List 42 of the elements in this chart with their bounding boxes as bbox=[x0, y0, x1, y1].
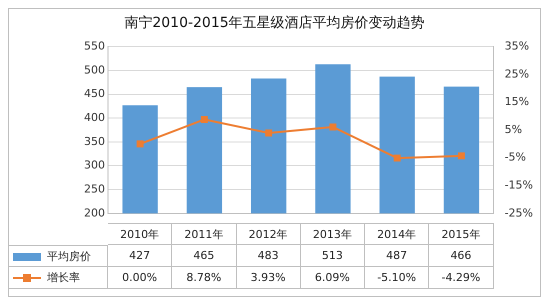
y-tick-label: 350 bbox=[84, 134, 105, 148]
y2-tick-label: 35% bbox=[504, 39, 530, 52]
y2-tick-label: -15% bbox=[504, 178, 534, 192]
data-label: 8.78% bbox=[172, 267, 236, 289]
y-tick-label: 550 bbox=[84, 39, 105, 52]
x-tick-label: 2010年 bbox=[108, 223, 172, 245]
data-label: 465 bbox=[172, 245, 236, 267]
y-tick-label: 400 bbox=[84, 110, 105, 124]
y2-tick-label: -5% bbox=[504, 150, 526, 164]
y2-tick-label: 25% bbox=[504, 67, 530, 80]
point bbox=[394, 154, 401, 162]
data-label: -4.29% bbox=[429, 267, 494, 289]
y2-tick-label: 5% bbox=[504, 122, 522, 136]
point bbox=[200, 116, 208, 123]
data-label: -5.10% bbox=[365, 267, 430, 289]
x-tick-label: 2011年 bbox=[172, 223, 236, 245]
point bbox=[458, 152, 465, 160]
legend-label: 增长率 bbox=[47, 270, 80, 286]
data-label: 483 bbox=[236, 245, 301, 267]
point bbox=[265, 130, 272, 136]
y-tick-label: 450 bbox=[84, 87, 105, 100]
x-tick-label: 2012年 bbox=[236, 223, 301, 245]
y2-tick-label: 15% bbox=[504, 95, 530, 108]
chart-title: 南宁2010-2015年五星级酒店平均房价变动趋势 bbox=[123, 14, 426, 33]
point bbox=[136, 140, 144, 148]
data-label: 6.09% bbox=[300, 267, 366, 289]
y-tick-label: 300 bbox=[84, 158, 105, 172]
x-tick-label: 2013年 bbox=[300, 223, 366, 245]
x-tick-label: 2014年 bbox=[365, 223, 430, 245]
data-label: 466 bbox=[429, 245, 494, 267]
y-tick-label: 250 bbox=[84, 182, 105, 196]
legend-label: 平均房价 bbox=[47, 249, 91, 265]
data-label: 487 bbox=[365, 245, 430, 267]
y2-tick-label: -25% bbox=[504, 206, 534, 220]
data-label: 3.93% bbox=[236, 267, 301, 289]
y-tick-label: 500 bbox=[84, 63, 105, 76]
data-label: 0.00% bbox=[108, 267, 172, 289]
x-tick-label: 2015年 bbox=[429, 223, 494, 245]
point bbox=[329, 123, 336, 130]
y-tick-label: 200 bbox=[84, 206, 105, 220]
data-label: 513 bbox=[300, 245, 366, 267]
data-label: 427 bbox=[108, 245, 172, 267]
